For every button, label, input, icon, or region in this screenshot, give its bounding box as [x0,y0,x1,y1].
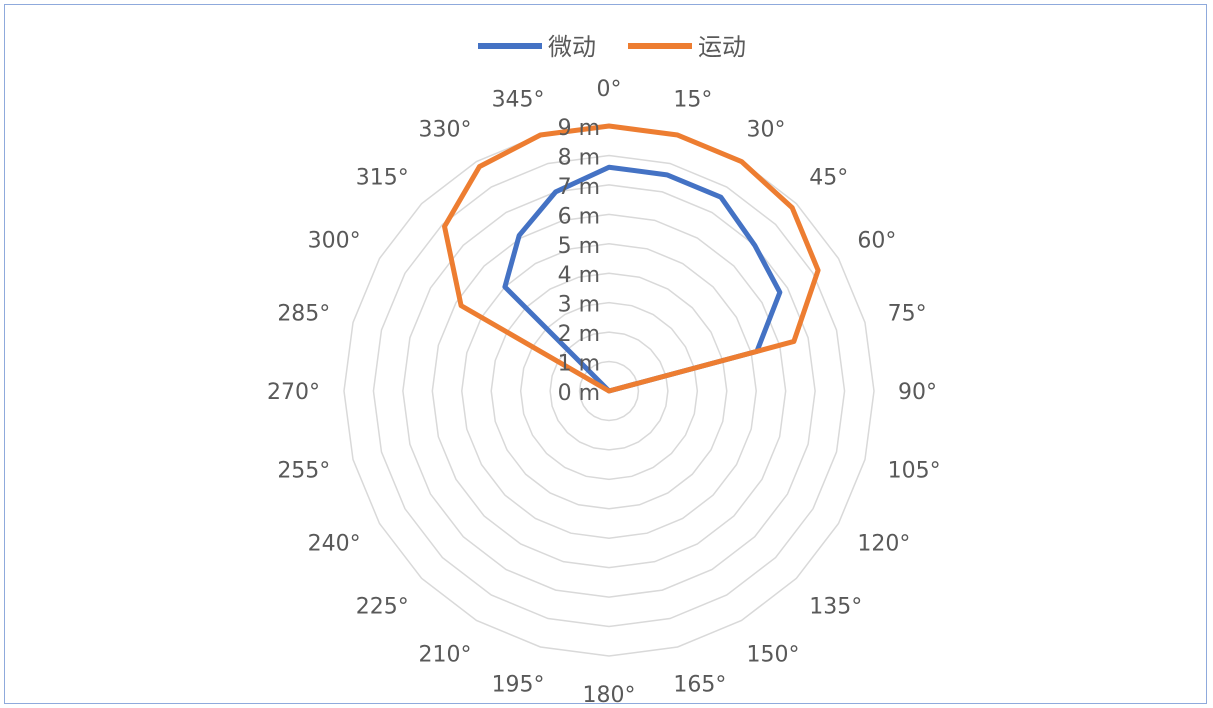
angle-label: 300° [308,229,361,254]
angle-label: 60° [857,229,896,254]
angle-label: 285° [277,302,330,327]
chart-frame [4,4,1207,704]
grid-ring-9 [343,125,875,657]
angle-label: 180° [583,683,636,708]
series-line-2 [442,123,821,394]
angle-label: 195° [492,673,545,698]
angle-label: 15° [673,87,712,112]
angle-label: 315° [356,166,409,191]
grid-ring-7 [402,184,816,598]
legend-label-2: 运动 [698,33,746,61]
angle-label: 240° [308,532,361,557]
legend-label-1: 微动 [548,33,596,61]
angle-label: 0° [597,77,622,102]
grid-ring-8 [372,154,846,628]
angle-label: 225° [356,594,409,619]
angle-label: 75° [888,302,927,327]
radial-tick-label: 3 m [558,293,600,318]
radial-tick-label: 7 m [558,175,600,200]
angle-label: 345° [492,87,545,112]
angle-label: 90° [898,380,937,405]
radial-tick-label: 9 m [558,116,600,141]
angle-label: 255° [277,458,330,483]
radial-tick-label: 0 m [558,381,600,406]
radial-tick-label: 5 m [558,234,600,259]
angle-label: 105° [888,458,941,483]
angle-label: 330° [419,118,472,143]
angle-label: 45° [809,166,848,191]
angle-label: 270° [267,380,320,405]
angle-label: 30° [747,118,786,143]
radial-tick-label: 4 m [558,263,600,288]
angle-label: 135° [809,594,862,619]
angle-label: 165° [673,673,726,698]
radial-tick-label: 1 m [558,352,600,377]
radial-tick-label: 6 m [558,204,600,229]
radial-tick-label: 2 m [558,322,600,347]
grid-ring-6 [431,213,787,569]
angle-label: 150° [747,642,800,667]
radial-tick-label: 8 m [558,145,600,170]
angle-label: 210° [419,642,472,667]
legend: 微动 运动 [478,33,746,61]
angle-label: 120° [857,532,910,557]
